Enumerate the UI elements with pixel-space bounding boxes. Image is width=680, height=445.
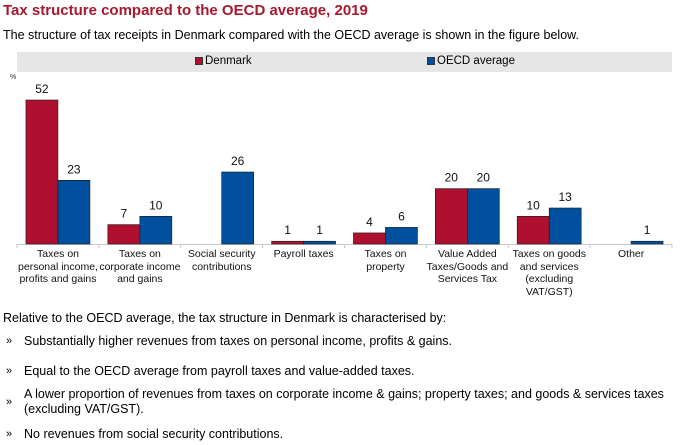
data-label: 7 (120, 207, 127, 221)
bar-denmark (516, 216, 550, 245)
data-label: 1 (316, 223, 323, 237)
category-label: Taxes on personal income, profits and ga… (18, 248, 98, 285)
data-label: 10 (149, 198, 163, 212)
bar-oecd (57, 180, 91, 245)
page-title: Tax structure compared to the OECD avera… (3, 2, 368, 19)
page-subtitle: The structure of tax receipts in Denmark… (3, 28, 579, 42)
data-label: 26 (231, 154, 245, 168)
legend-item-denmark: Denmark (195, 55, 252, 67)
bar-denmark (435, 188, 468, 245)
summary-bullet: » No revenues from social security contr… (3, 427, 664, 442)
bar-oecd (548, 207, 582, 245)
summary-intro: Relative to the OECD average, the tax st… (3, 311, 447, 325)
data-label: 1 (284, 223, 291, 237)
oecd-swatch-icon (427, 57, 435, 65)
bar-oecd (139, 216, 173, 245)
data-label: 13 (559, 190, 573, 204)
data-label: 1 (644, 223, 651, 237)
bar-denmark (25, 99, 59, 245)
bullet-icon: » (6, 428, 13, 440)
data-label: 20 (445, 171, 459, 185)
data-label: 10 (527, 198, 541, 212)
bar-denmark (107, 224, 141, 245)
bullet-icon: » (6, 365, 13, 377)
category-label: Taxes on corporate income and gains (99, 248, 181, 285)
chart-legend: Denmark OECD average (17, 52, 672, 72)
bullet-icon: » (6, 335, 13, 347)
summary-bullet: » A lower proportion of revenues from ta… (3, 387, 664, 417)
category-label: Payroll taxes (273, 248, 334, 260)
data-label: 4 (366, 215, 373, 229)
legend-item-oecd: OECD average (427, 55, 515, 67)
bullet-icon: » (6, 395, 13, 408)
summary-bullet: » Substantially higher revenues from tax… (3, 334, 664, 349)
bar-oecd (630, 240, 664, 245)
bullet-text: Equal to the OECD average from payroll t… (24, 364, 415, 378)
category-label: Value Added Taxes/Goods and Services Tax (426, 248, 509, 285)
bar-oecd (385, 227, 418, 245)
summary-bullet: » Equal to the OECD average from payroll… (3, 364, 664, 379)
bar-oecd (303, 240, 336, 245)
category-label: Other (617, 248, 645, 260)
bar-chart: 52 23 7 10 26 1 1 4 6 20 20 10 13 1 (16, 82, 673, 248)
bar-denmark (271, 240, 304, 245)
bullet-text: Substantially higher revenues from taxes… (24, 334, 453, 348)
bullet-text: A lower proportion of revenues from taxe… (24, 387, 664, 416)
data-label: 23 (67, 162, 81, 176)
category-label: Taxes on property (364, 248, 407, 273)
bar-oecd (467, 188, 500, 245)
bar-oecd (221, 171, 254, 245)
denmark-swatch-icon (195, 57, 203, 65)
y-axis-unit: % (10, 74, 17, 81)
category-label: Social security contributions (187, 248, 256, 273)
category-label: Taxes on goods and services (excluding V… (512, 248, 587, 298)
bar-denmark (353, 232, 386, 245)
legend-label-oecd: OECD average (437, 55, 515, 67)
data-label: 20 (477, 171, 491, 185)
legend-label-denmark: Denmark (205, 55, 252, 67)
data-label: 52 (35, 82, 49, 96)
bullet-text: No revenues from social security contrib… (24, 427, 284, 441)
data-label: 6 (398, 209, 405, 223)
